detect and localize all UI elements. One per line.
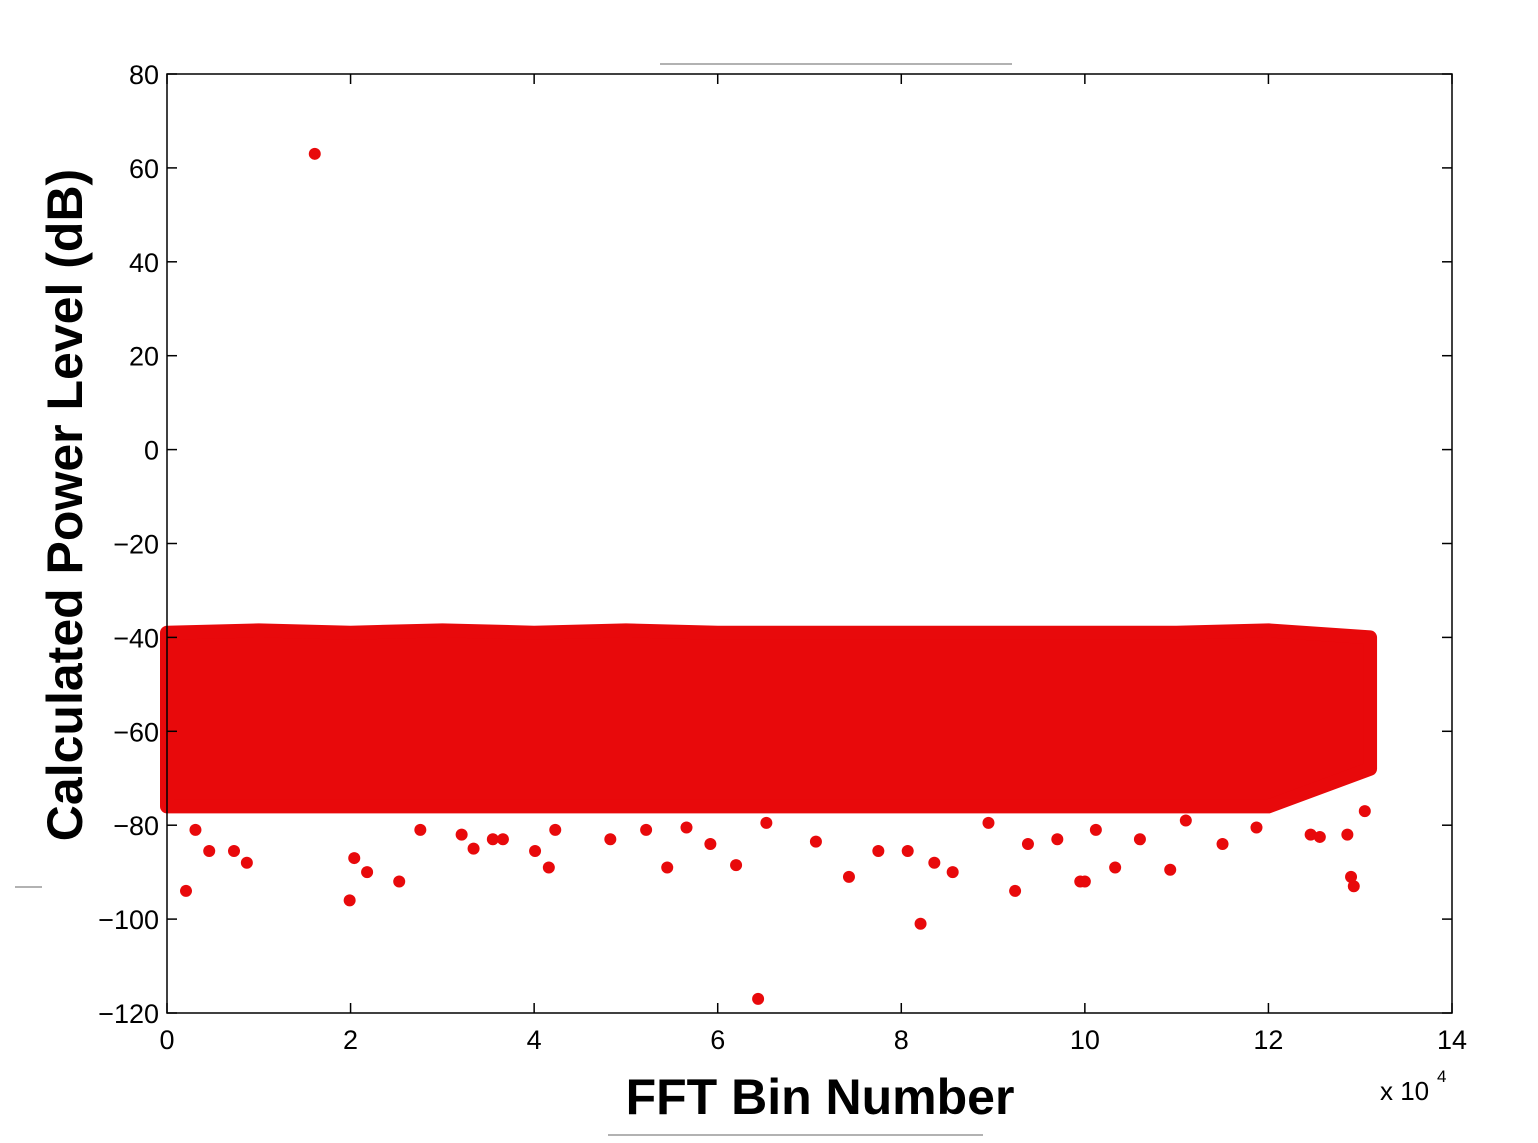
point bbox=[680, 821, 693, 834]
x-tick-label: 8 bbox=[894, 1025, 909, 1055]
y-tick-label: −100 bbox=[98, 905, 159, 935]
point bbox=[928, 856, 941, 869]
point bbox=[872, 845, 885, 858]
point bbox=[661, 861, 674, 874]
x-tick-label: 10 bbox=[1070, 1025, 1100, 1055]
x-tick-label: 4 bbox=[527, 1025, 542, 1055]
point bbox=[946, 866, 959, 879]
point bbox=[348, 852, 361, 865]
point bbox=[496, 833, 509, 846]
point bbox=[1341, 828, 1354, 841]
point bbox=[203, 845, 216, 858]
point bbox=[343, 894, 356, 907]
y-tick-label: −40 bbox=[113, 623, 159, 653]
x-tick-label: 14 bbox=[1437, 1025, 1467, 1055]
point bbox=[730, 859, 743, 872]
point bbox=[1089, 823, 1102, 836]
x-tick-label: 6 bbox=[710, 1025, 725, 1055]
point bbox=[549, 823, 562, 836]
point bbox=[361, 866, 374, 879]
point bbox=[982, 816, 995, 829]
point bbox=[189, 823, 202, 836]
point bbox=[308, 147, 321, 160]
y-tick-label: 20 bbox=[129, 342, 159, 372]
point bbox=[914, 917, 927, 930]
x-tick-label: 0 bbox=[159, 1025, 174, 1055]
point bbox=[1021, 837, 1034, 850]
point bbox=[1216, 837, 1229, 850]
point bbox=[1347, 880, 1360, 893]
y-tick-label: 80 bbox=[129, 60, 159, 90]
point bbox=[752, 992, 765, 1005]
x-multiplier-exponent: 4 bbox=[1437, 1067, 1446, 1086]
point bbox=[179, 884, 192, 897]
point bbox=[1109, 861, 1122, 874]
point bbox=[1133, 833, 1146, 846]
x-multiplier: x 10 bbox=[1380, 1076, 1429, 1106]
point bbox=[901, 845, 914, 858]
y-tick-label: 60 bbox=[129, 154, 159, 184]
y-tick-label: −20 bbox=[113, 530, 159, 560]
point bbox=[1179, 814, 1192, 827]
y-tick-label: 40 bbox=[129, 248, 159, 278]
point bbox=[1304, 828, 1317, 841]
point bbox=[1358, 805, 1371, 818]
point bbox=[486, 833, 499, 846]
x-tick-label: 2 bbox=[343, 1025, 358, 1055]
point bbox=[414, 823, 427, 836]
point bbox=[1078, 875, 1091, 888]
point bbox=[542, 861, 555, 874]
point bbox=[809, 835, 822, 848]
point bbox=[455, 828, 468, 841]
point bbox=[1051, 833, 1064, 846]
point bbox=[1164, 863, 1177, 876]
y-tick-label: −80 bbox=[113, 811, 159, 841]
point bbox=[240, 856, 253, 869]
point bbox=[640, 823, 653, 836]
point-band bbox=[160, 623, 1378, 814]
point bbox=[1009, 884, 1022, 897]
y-tick-label: −60 bbox=[113, 717, 159, 747]
point bbox=[604, 833, 617, 846]
point bbox=[704, 837, 717, 850]
x-tick-label: 12 bbox=[1253, 1025, 1283, 1055]
y-tick-label: −120 bbox=[98, 999, 159, 1029]
point bbox=[1345, 870, 1358, 883]
y-tick-label: 0 bbox=[144, 436, 159, 466]
point bbox=[760, 816, 773, 829]
point bbox=[529, 845, 542, 858]
point bbox=[1250, 821, 1263, 834]
point bbox=[1313, 830, 1326, 843]
point bbox=[228, 845, 241, 858]
x-axis-label: FFT Bin Number bbox=[626, 1069, 1015, 1125]
point bbox=[842, 870, 855, 883]
point bbox=[393, 875, 406, 888]
point bbox=[467, 842, 480, 855]
y-axis-label: Calculated Power Level (dB) bbox=[37, 169, 93, 841]
